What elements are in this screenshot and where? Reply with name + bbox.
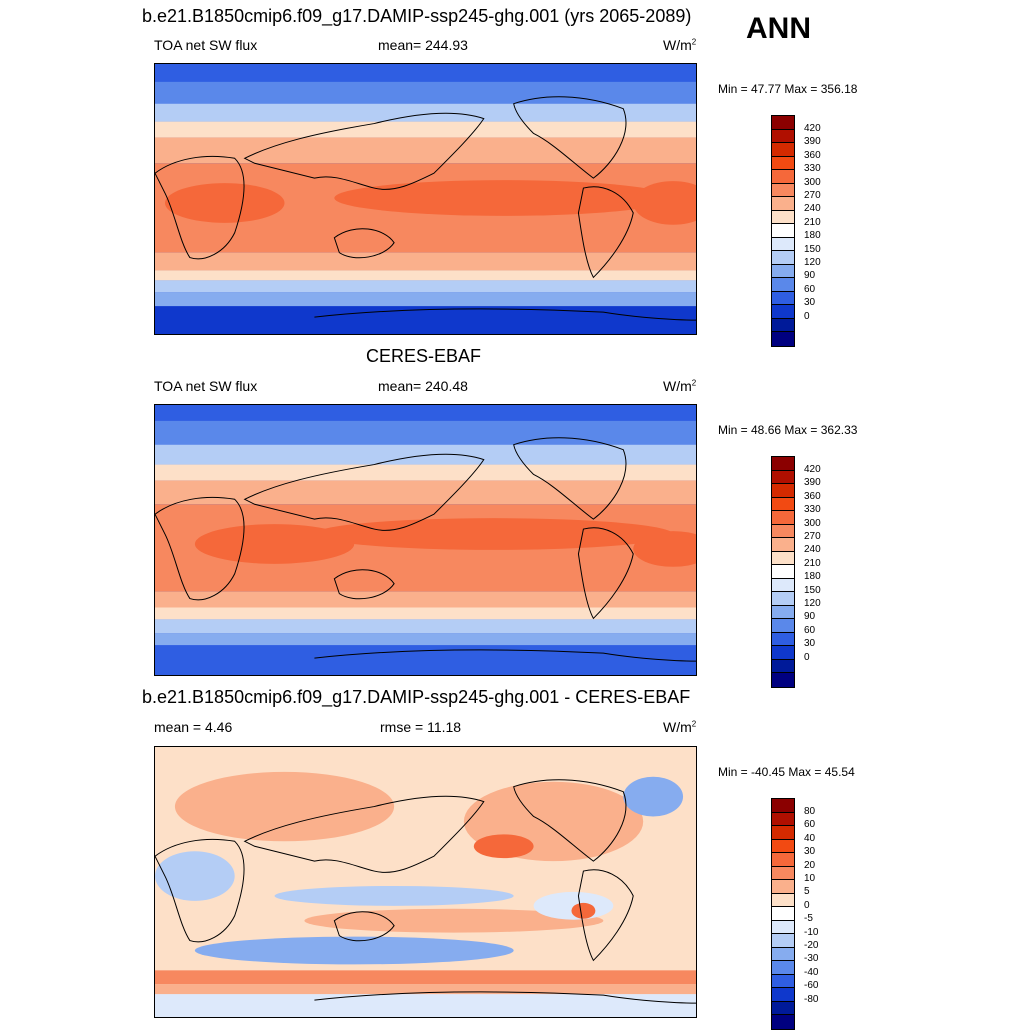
cb3-tick: 60: [804, 819, 816, 831]
panel1-title: b.e21.B1850cmip6.f09_g17.DAMIP-ssp245-gh…: [142, 6, 692, 26]
cb1-tick: 390: [804, 136, 821, 148]
panel1-left-label: TOA net SW flux: [154, 37, 258, 53]
panel3-map: [154, 746, 697, 1018]
cb1-tick: 30: [804, 297, 816, 309]
panel2-units: W/m2: [663, 378, 697, 394]
panel2-colorbar: [771, 456, 795, 688]
panel3-title: b.e21.B1850cmip6.f09_g17.DAMIP-ssp245-gh…: [142, 687, 691, 707]
cb2-tick: 240: [804, 544, 821, 556]
cb1-tick: 360: [804, 149, 821, 161]
panel3-colorbar: [771, 798, 795, 1030]
cb3-tick: 0: [804, 899, 810, 911]
cb1-tick: 330: [804, 163, 821, 175]
cb2-tick: 180: [804, 571, 821, 583]
panel2-minmax: Min = 48.66 Max = 362.33: [718, 423, 858, 437]
cb3-tick: -30: [804, 953, 819, 965]
cb1-tick: 270: [804, 190, 821, 201]
cb2-tick: 0: [804, 651, 810, 663]
cb3-tick: 5: [804, 886, 810, 898]
cb2-tick: 390: [804, 477, 821, 489]
panel1-minmax: Min = 47.77 Max = 356.18: [718, 82, 858, 96]
cb1-tick: 240: [804, 203, 821, 215]
cb3-tick: -20: [804, 940, 819, 951]
cb3-tick: -5: [804, 913, 813, 925]
panel1-units: W/m2: [663, 37, 697, 53]
cb3-tick: 80: [804, 806, 816, 817]
panel1-map: [154, 63, 697, 335]
cb1-tick: 120: [804, 257, 821, 268]
cb3-tick: -40: [804, 966, 819, 978]
cb2-tick: 30: [804, 638, 816, 650]
panel2-left-label: TOA net SW flux: [154, 378, 258, 394]
cb2-tick: 420: [804, 464, 821, 475]
cb2-tick: 270: [804, 531, 821, 542]
panel2-map: [154, 404, 697, 676]
cb3-tick: -10: [804, 926, 819, 938]
cb2-tick: 60: [804, 624, 816, 636]
panel3-mean-label: mean = 4.46: [154, 719, 233, 735]
cb2-tick: 150: [804, 584, 821, 596]
panel1-colorbar: [771, 115, 795, 347]
cb1-tick: 0: [804, 310, 810, 322]
cb3-tick: 40: [804, 832, 816, 844]
cb3-tick: 10: [804, 873, 816, 884]
cb1-tick: 420: [804, 123, 821, 134]
cb3-tick: -80: [804, 993, 819, 1005]
panel3-units: W/m2: [663, 719, 697, 735]
cb3-tick: 20: [804, 859, 816, 871]
panel2-title: CERES-EBAF: [366, 346, 482, 366]
panel1-map-svg: [155, 64, 696, 334]
panel3-minmax: Min = -40.45 Max = 45.54: [718, 765, 855, 779]
cb1-tick: 60: [804, 283, 816, 295]
season-label: ANN: [746, 12, 811, 45]
panel3-rmse-label: rmse = 11.18: [380, 719, 462, 735]
cb1-tick: 180: [804, 230, 821, 242]
cb3-tick: -60: [804, 980, 819, 992]
cb2-tick: 300: [804, 517, 821, 529]
cb2-tick: 210: [804, 557, 821, 569]
cb2-tick: 330: [804, 504, 821, 516]
cb1-tick: 150: [804, 243, 821, 255]
cb2-tick: 360: [804, 490, 821, 502]
cb1-tick: 90: [804, 270, 816, 282]
panel1-mean-label: mean= 244.93: [378, 37, 468, 53]
cb2-tick: 120: [804, 598, 821, 609]
cb3-tick: 30: [804, 846, 816, 858]
panel3-map-svg: [155, 747, 696, 1017]
panel2-map-svg: [155, 405, 696, 675]
cb1-tick: 210: [804, 216, 821, 228]
panel2-mean-label: mean= 240.48: [378, 378, 468, 394]
cb2-tick: 90: [804, 611, 816, 623]
cb1-tick: 300: [804, 176, 821, 188]
